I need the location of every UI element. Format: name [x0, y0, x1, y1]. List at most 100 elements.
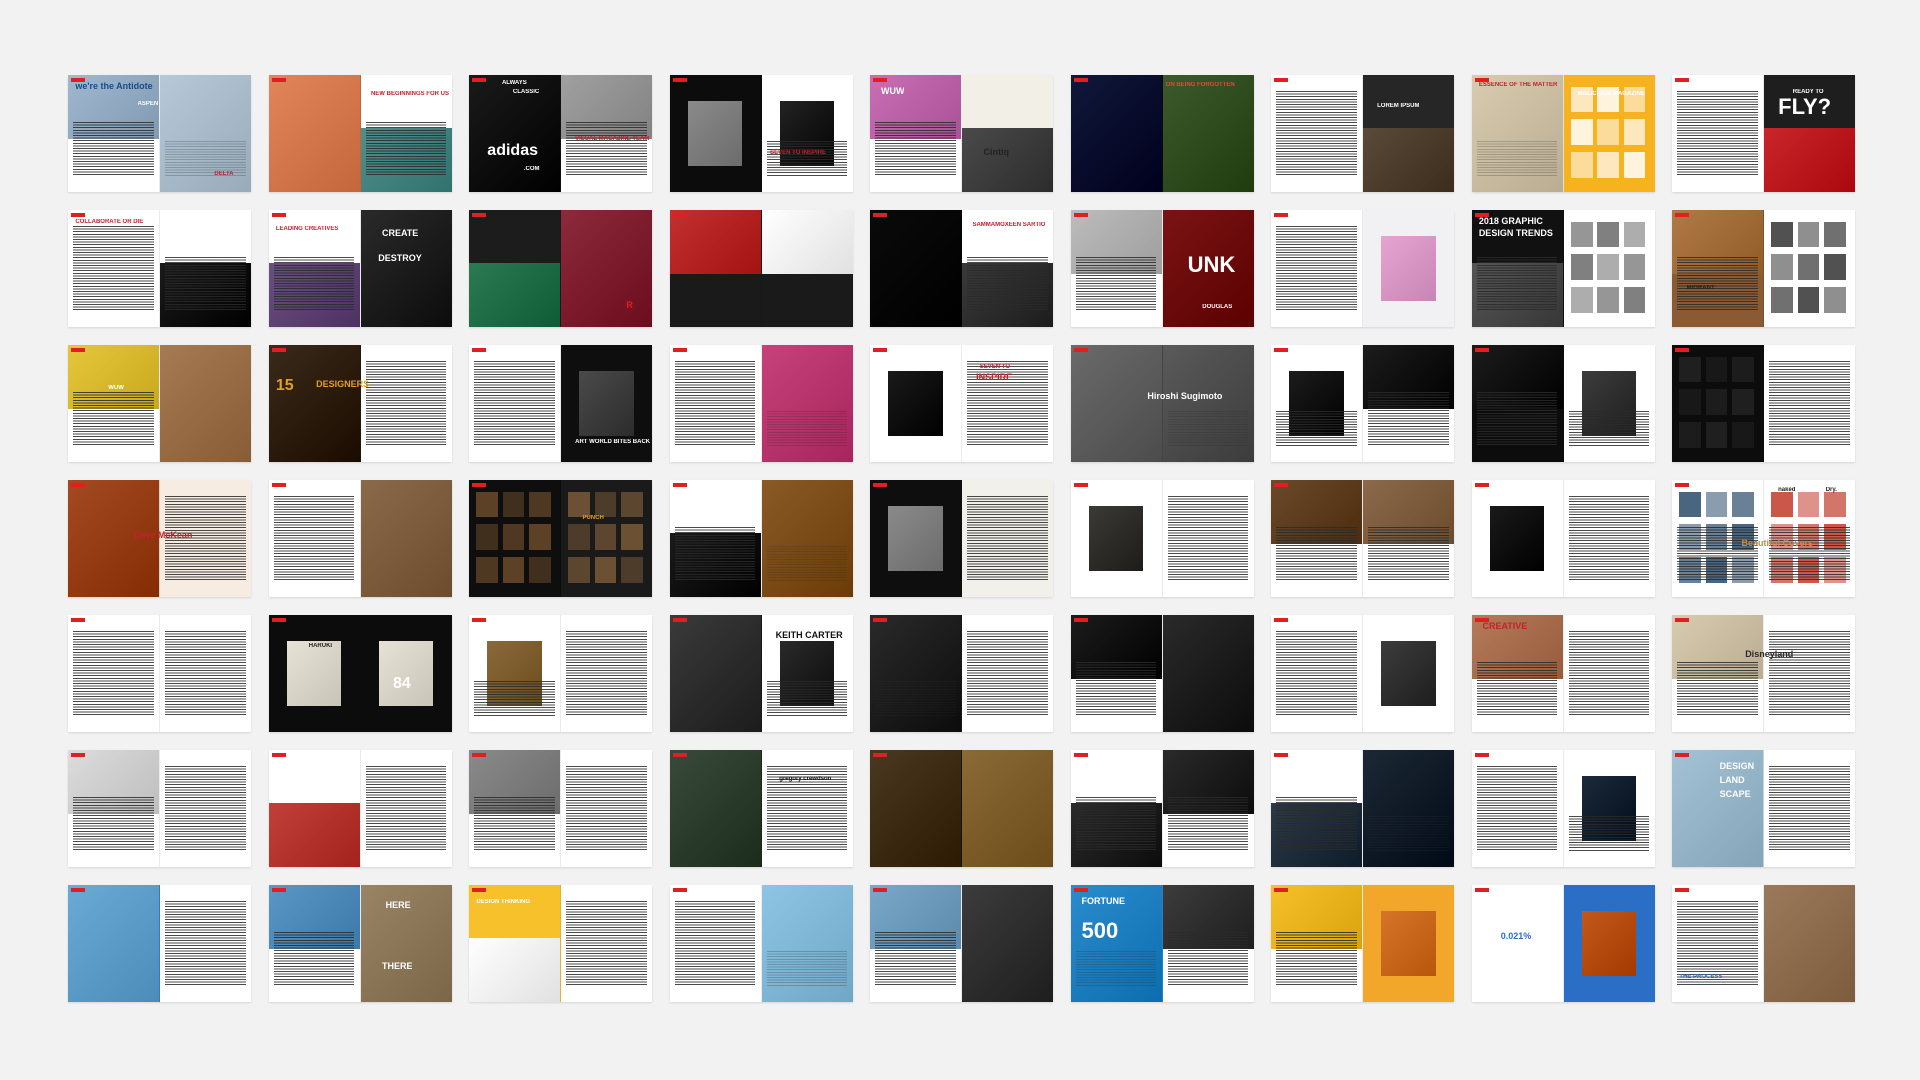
body-text-columns	[1276, 226, 1357, 311]
magazine-spread-thumbnail	[268, 750, 452, 867]
left-page	[268, 480, 361, 597]
right-page	[962, 750, 1053, 867]
spread-caption: ON BEING FORGOTTEN	[1165, 82, 1235, 89]
section-tag	[271, 618, 286, 622]
thumbnail-image	[621, 557, 643, 583]
section-tag	[71, 618, 85, 622]
body-text-columns	[875, 121, 956, 176]
body-text-columns	[566, 631, 647, 716]
spread-caption: SEVEN TO INSPIRE	[770, 149, 827, 156]
thumbnail-image	[1705, 491, 1728, 518]
section-tag	[271, 348, 286, 352]
page-image	[360, 480, 452, 597]
section-tag	[1675, 483, 1689, 487]
magazine-spread-thumbnail	[68, 750, 251, 867]
thumbnail-image	[1570, 86, 1593, 113]
page-image	[870, 615, 961, 732]
left-page	[1471, 75, 1564, 192]
spread-caption: ART WORLD BITES BACK	[575, 438, 651, 445]
spread-caption: KEITH CARTER	[775, 631, 843, 641]
right-page	[1764, 345, 1855, 462]
section-tag	[71, 78, 85, 82]
thumbnail-image	[594, 524, 617, 551]
thumbnail-image	[1623, 119, 1646, 146]
section-tag	[271, 78, 286, 82]
section-tag	[1474, 618, 1489, 622]
magazine-spread-thumbnail	[669, 210, 853, 327]
body-text-columns	[1769, 766, 1850, 851]
magazine-spread-thumbnail: 0.021%	[1471, 885, 1655, 1002]
magazine-spread-thumbnail	[469, 615, 652, 732]
section-tag	[873, 753, 887, 757]
section-tag	[1274, 618, 1288, 622]
left-page	[1672, 750, 1764, 867]
spread-caption: COLLABORATE OR DIE	[75, 219, 144, 226]
magazine-spread-thumbnail	[870, 750, 1053, 867]
right-page	[360, 615, 452, 732]
page-image	[268, 75, 360, 192]
section-tag	[1274, 888, 1288, 892]
thumbnail-image	[1797, 254, 1820, 281]
page-image	[68, 480, 159, 597]
body-text-columns	[875, 931, 956, 986]
right-page	[561, 615, 652, 732]
right-page	[1363, 75, 1454, 192]
magazine-spread-thumbnail: COLLABORATE OR DIE	[68, 210, 251, 327]
right-page	[761, 750, 853, 867]
spread-caption: HERE	[385, 901, 411, 911]
thumbnail-image	[568, 557, 591, 583]
section-tag	[873, 213, 887, 217]
left-page	[669, 480, 762, 597]
spread-caption: READY TO	[1792, 89, 1824, 96]
spread-grid: we're the Antidote ASPEN DELTA NEW BEGINNIN…	[68, 75, 1855, 1002]
magazine-spread-thumbnail: CREATIVE	[1471, 615, 1655, 732]
magazine-spread-thumbnail: SEVEN TO INSPIRE	[669, 75, 853, 192]
left-page	[268, 345, 361, 462]
right-page	[761, 615, 853, 732]
section-tag	[472, 348, 486, 352]
thumbnail-image	[1705, 356, 1728, 383]
right-page	[160, 345, 251, 462]
body-text-columns	[766, 680, 848, 716]
magazine-spread-thumbnail	[1471, 750, 1655, 867]
right-page	[160, 615, 251, 732]
magazine-spread-thumbnail: MIGRANT	[1672, 210, 1855, 327]
magazine-spread-thumbnail	[870, 615, 1053, 732]
section-tag	[472, 213, 486, 217]
section-tag	[271, 213, 286, 217]
magazine-spread-thumbnail	[1070, 615, 1254, 732]
left-page	[1070, 615, 1163, 732]
left-page	[669, 885, 762, 1002]
thumbnail-image	[476, 557, 499, 583]
left-page	[1471, 615, 1564, 732]
magazine-spread-thumbnail: DESIGN THINKING	[469, 885, 652, 1002]
left-page	[870, 615, 962, 732]
spread-caption: 500	[1081, 920, 1119, 943]
right-page	[1363, 210, 1454, 327]
magazine-spread-thumbnail: KEITH CARTER	[669, 615, 853, 732]
thumbnail-image	[1623, 287, 1646, 313]
page-image	[1162, 210, 1254, 327]
magazine-spread-thumbnail: Dave McKean	[68, 480, 251, 597]
magazine-spread-thumbnail: WUW Cintiq	[870, 75, 1053, 192]
spread-caption: 2018 GRAPHIC	[1478, 217, 1543, 227]
spread-caption: LOREM IPSUM	[1377, 103, 1420, 110]
thumbnail-image	[502, 491, 525, 518]
right-page	[761, 480, 853, 597]
page-image	[962, 750, 1053, 867]
magazine-spread-thumbnail	[268, 480, 452, 597]
body-text-columns	[1276, 631, 1357, 716]
spread-caption: DESIGN TRENDS	[1478, 228, 1553, 238]
right-page	[561, 480, 652, 597]
thumbnail-image	[476, 491, 499, 518]
body-text-columns	[766, 766, 848, 851]
magazine-spread-thumbnail: UNK DOUGLAS	[1070, 210, 1254, 327]
spread-caption: LEADING CREATIVES	[275, 226, 339, 233]
body-text-columns	[1276, 796, 1357, 851]
section-tag	[873, 78, 887, 82]
right-page	[962, 480, 1053, 597]
spread-caption: MALICIOUS MAGAZINE	[1577, 91, 1645, 98]
spread-caption: PUNCH	[582, 515, 604, 522]
page-image	[1363, 750, 1454, 867]
section-tag	[271, 753, 286, 757]
